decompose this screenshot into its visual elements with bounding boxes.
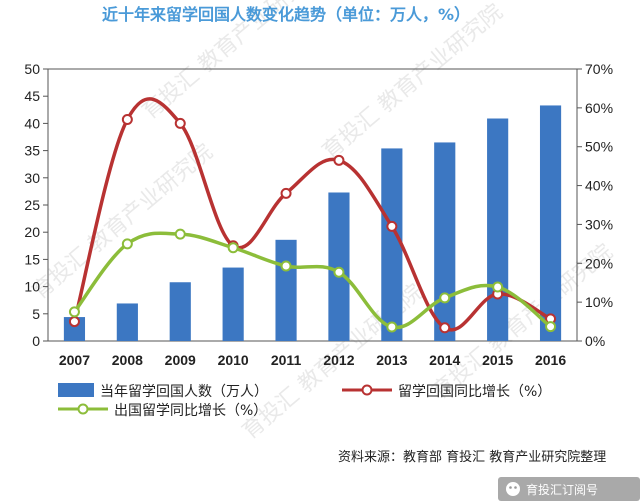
outbound-growth-point-2008 [121,238,133,250]
left-tick-label: 5 [32,306,40,322]
watermarks: 育投汇 教育产业研究院 育投汇 教育产业研究院 育投汇 教育产业研究院 育投汇 … [28,0,618,445]
category-label: 2007 [59,352,90,368]
right-tick-label: 60% [585,100,613,116]
left-tick-label: 50 [24,61,40,77]
bar-2016 [539,105,562,341]
left-tick-label: 0 [32,333,40,349]
return-growth-point-2007 [68,316,80,328]
category-label: 2009 [165,352,196,368]
bar-2013 [381,148,403,341]
outbound-growth-point-2012 [333,266,345,278]
bar-2009 [169,282,191,341]
category-label: 2016 [535,352,566,368]
category-label: 2010 [218,352,249,368]
footer-badge-bg [498,477,640,501]
outbound-growth-line [73,231,552,330]
watermark-text: 育投汇 教育产业研究院 [318,0,508,165]
outbound-growth-point-2013 [386,321,398,333]
right-tick-label: 10% [585,294,613,310]
category-label: 2012 [323,352,354,368]
bar-2010 [222,267,244,341]
category-label: 2013 [376,352,407,368]
right-tick-label: 0% [585,333,605,349]
outbound-growth-point-2007 [68,306,80,318]
outbound-growth-point-2015 [492,281,504,293]
wechat-icon [506,482,520,496]
right-tick-label: 70% [585,61,613,77]
return-growth-point-2014 [439,322,451,334]
left-tick-label: 25 [24,197,40,213]
footer-label: 育投汇订阅号 [526,482,598,497]
left-tick-label: 15 [24,251,40,267]
category-label: 2014 [429,352,460,368]
wechat-icon-eye [514,486,517,489]
legend-swatch-bar [58,383,94,397]
legend: 当年留学回国人数（万人） 留学回国同比增长（%） 出国留学同比增长（%） [58,383,551,419]
outbound-growth-point-2011 [280,260,292,272]
return-growth-point-2011 [280,187,292,199]
watermark-text: 育投汇 教育产业研究院 [28,140,218,305]
left-tick-label: 30 [24,170,40,186]
footer-badge: 育投汇订阅号 [498,477,640,501]
right-tick-label: 30% [585,216,613,232]
bar-2008 [116,303,138,341]
return-growth-point-2013 [386,220,398,232]
left-tick-label: 20 [24,224,40,240]
return-growth-point-2009 [174,117,186,129]
category-label: 2015 [482,352,513,368]
return-growth-point-2008 [121,114,133,126]
legend-label-outbound-growth: 出国留学同比增长（%） [114,403,267,419]
legend-label-returnees: 当年留学回国人数（万人） [100,384,268,400]
outbound-growth-point-2010 [227,242,239,254]
outbound-growth-line-series [68,228,557,333]
return-growth-point-2012 [333,154,345,166]
outbound-growth-point-2016 [545,321,557,333]
source-note: 资料来源：教育部 育投汇 教育产业研究院整理 [338,449,606,465]
right-axis-ticks: 0% 10% 20% 30% 40% 50% 60% 70% [577,61,613,349]
chart-title: 近十年来留学回国人数变化趋势（单位：万人，%） [102,5,470,24]
category-labels: 2007 2008 2009 2010 2011 2012 2013 2014 2015 2016 [59,352,566,368]
category-label: 2008 [112,352,143,368]
outbound-growth-point-2014 [439,292,451,304]
left-tick-label: 40 [24,115,40,131]
wechat-icon-eye [509,486,512,489]
outbound-growth-point-2009 [174,228,186,240]
bar-2015 [487,118,509,341]
right-tick-label: 40% [585,178,613,194]
legend-marker-return [361,384,373,396]
left-axis-ticks: 0 5 10 15 20 25 30 35 40 45 50 [24,61,48,349]
left-tick-label: 10 [24,279,40,295]
legend-label-return-growth: 留学回国同比增长（%） [398,384,551,400]
right-tick-label: 20% [585,255,613,271]
left-tick-label: 45 [24,88,40,104]
left-tick-label: 35 [24,143,40,159]
right-tick-label: 50% [585,139,613,155]
legend-marker-outbound [77,403,89,415]
bar-2011 [275,239,297,341]
bar-2014 [434,142,456,341]
category-label: 2011 [271,352,302,368]
